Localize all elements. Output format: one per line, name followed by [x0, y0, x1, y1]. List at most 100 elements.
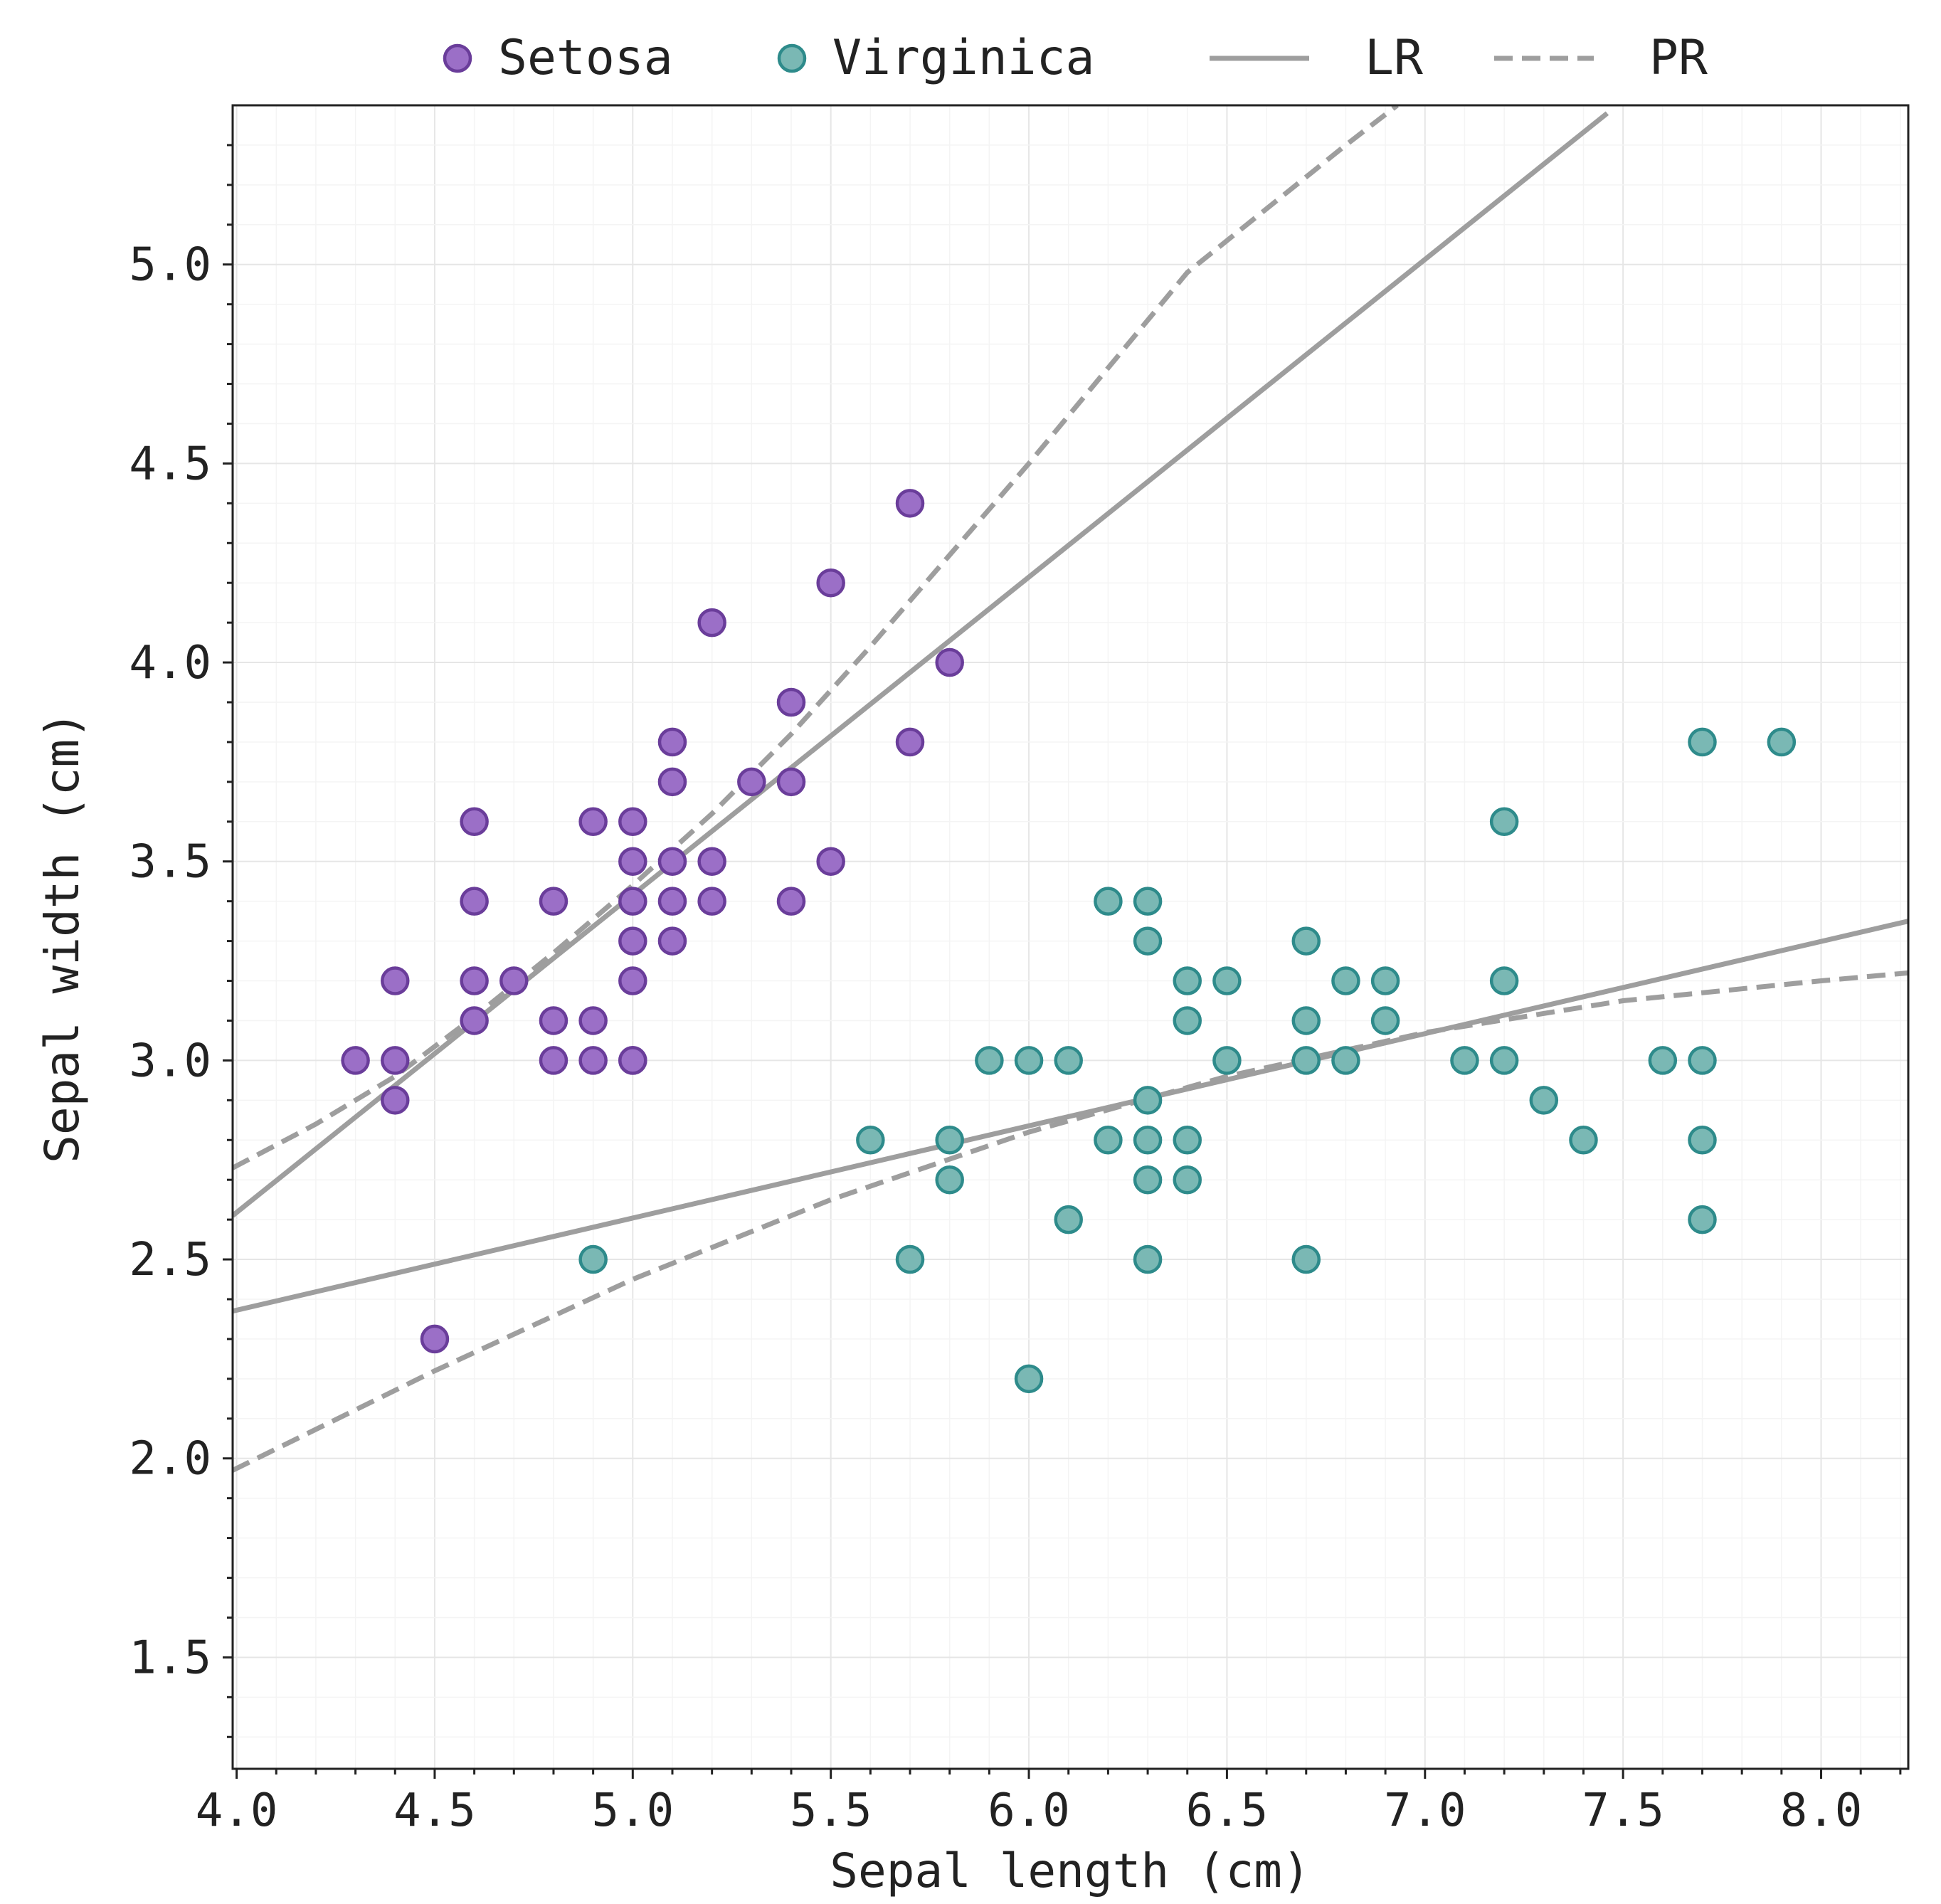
setosa-point [618, 887, 647, 916]
virginica-point [1291, 1046, 1321, 1075]
virginica-point [1291, 1006, 1321, 1035]
x-tick-label: 8.0 [1780, 1784, 1863, 1837]
setosa-point [381, 1046, 410, 1075]
setosa-point [618, 1046, 647, 1075]
setosa-point [776, 767, 806, 797]
setosa-point [420, 1324, 450, 1354]
setosa-point [618, 966, 647, 995]
x-tick-label: 7.5 [1582, 1784, 1664, 1837]
legend-virginica-label: Virginica [832, 30, 1094, 86]
virginica-point [1370, 966, 1400, 995]
virginica-point [1450, 1046, 1479, 1075]
x-tick-label: 4.5 [393, 1784, 476, 1837]
virginica-point [1688, 727, 1717, 757]
pr-fit-line-2 [233, 970, 1908, 1473]
virginica-point [1688, 1046, 1717, 1075]
y-tick-label: 3.0 [129, 1035, 211, 1087]
virginica-point [1291, 926, 1321, 956]
virginica-point [856, 1126, 885, 1155]
virginica-point [1173, 1006, 1202, 1035]
setosa-point [618, 926, 647, 956]
virginica-point [1489, 1046, 1519, 1075]
virginica-point [1212, 1046, 1242, 1075]
data-points [341, 489, 1797, 1394]
setosa-point [935, 647, 964, 677]
setosa-point [460, 1006, 489, 1035]
y-tick-label: 1.5 [129, 1631, 211, 1684]
fit-lines [233, 105, 1908, 1473]
x-axis-label: Sepal length (cm) [830, 1844, 1311, 1898]
setosa-point [657, 926, 687, 956]
lr-fit-line-1 [233, 111, 1609, 1218]
x-tick-label: 6.5 [1186, 1784, 1269, 1837]
lr-fit-line-2 [233, 919, 1908, 1314]
y-tick-label: 5.0 [129, 239, 211, 292]
virginica-point [1489, 807, 1519, 837]
setosa-point [895, 727, 925, 757]
y-tick-label: 2.5 [129, 1234, 211, 1286]
x-tick-label: 5.5 [790, 1784, 872, 1837]
virginica-point [1688, 1126, 1717, 1155]
x-tick-label: 7.0 [1384, 1784, 1466, 1837]
setosa-point [460, 887, 489, 916]
setosa-point [657, 767, 687, 797]
legend-setosa-label: Setosa [498, 30, 673, 86]
virginica-point [1014, 1046, 1044, 1075]
virginica-point [935, 1126, 964, 1155]
y-axis: 1.5 2.0 2.5 3.0 3.5 4.0 4.5 5.0 [129, 144, 233, 1738]
setosa-point [499, 966, 529, 995]
x-tick-label: 4.0 [196, 1784, 278, 1837]
virginica-point [1331, 966, 1360, 995]
setosa-point [539, 1006, 568, 1035]
virginica-point [1133, 926, 1163, 956]
virginica-point [1569, 1126, 1598, 1155]
virginica-point [1133, 1165, 1163, 1195]
virginica-point [1331, 1046, 1360, 1075]
virginica-point [1212, 966, 1242, 995]
setosa-point [776, 887, 806, 916]
legend: Setosa Virginica LR PR [443, 30, 1708, 86]
virginica-point [1094, 1126, 1123, 1155]
setosa-point [697, 847, 726, 876]
x-tick-label: 5.0 [592, 1784, 675, 1837]
legend-virginica-marker [777, 43, 807, 73]
setosa-point [381, 1086, 410, 1115]
setosa-point [578, 807, 608, 837]
setosa-point [460, 966, 489, 995]
virginica-point [1291, 1244, 1321, 1274]
setosa-point [341, 1046, 370, 1075]
virginica-point [895, 1244, 925, 1274]
virginica-point [935, 1165, 964, 1195]
virginica-point [975, 1046, 1004, 1075]
plot-frame [231, 104, 1910, 1770]
virginica-point [1054, 1046, 1083, 1075]
setosa-point [816, 847, 845, 876]
virginica-point [1767, 727, 1797, 757]
pr-fit-line-1 [233, 105, 1399, 1170]
setosa-point [618, 847, 647, 876]
x-tick-label: 6.0 [988, 1784, 1070, 1837]
y-tick-label: 4.5 [129, 438, 211, 490]
setosa-point [539, 1046, 568, 1075]
virginica-point [1094, 887, 1123, 916]
virginica-point [1054, 1205, 1083, 1234]
virginica-point [1173, 1126, 1202, 1155]
setosa-point [697, 608, 726, 638]
legend-lr-label: LR [1365, 30, 1423, 86]
setosa-point [381, 966, 410, 995]
y-tick-label: 2.0 [129, 1433, 211, 1486]
virginica-point [1133, 1086, 1163, 1115]
setosa-point [657, 727, 687, 757]
setosa-point [895, 489, 925, 518]
legend-pr-label: PR [1649, 30, 1708, 86]
setosa-point [578, 1006, 608, 1035]
virginica-point [578, 1244, 608, 1274]
virginica-point [1370, 1006, 1400, 1035]
setosa-point [816, 568, 845, 598]
virginica-point [1173, 966, 1202, 995]
virginica-point [1173, 1165, 1202, 1195]
setosa-point [657, 847, 687, 876]
setosa-point [618, 807, 647, 837]
